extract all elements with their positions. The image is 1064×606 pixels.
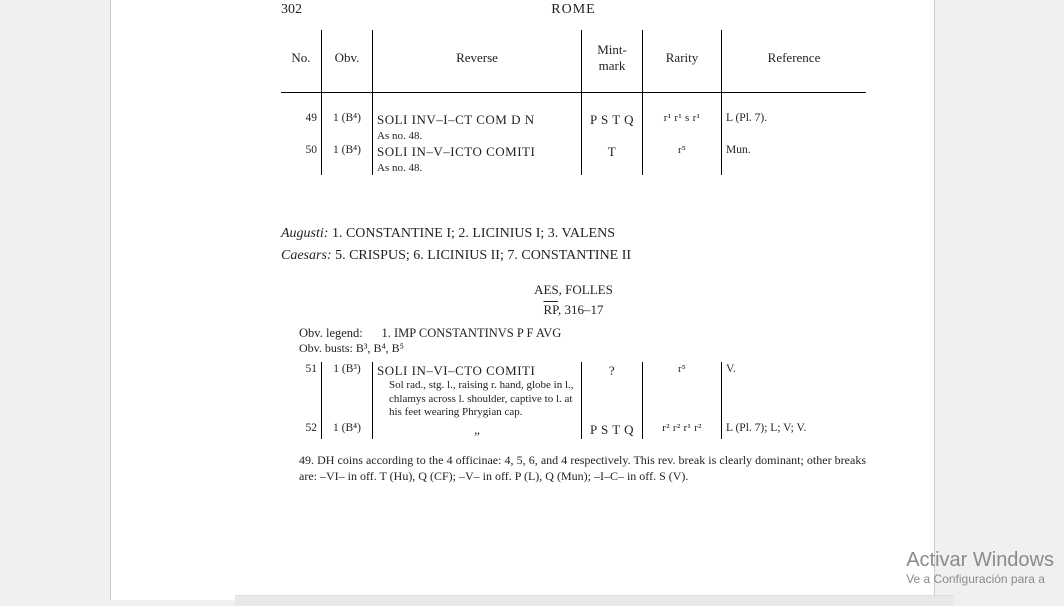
coin-table-1: No. Obv. Reverse Mint- mark Rarity Refer… xyxy=(281,30,866,175)
cell-mintmark: P S T Q xyxy=(582,421,643,439)
page-title: ROME xyxy=(551,2,595,18)
cell-reference: V. xyxy=(722,362,867,421)
cell-rarity: r¹ r¹ s r¹ xyxy=(643,111,722,129)
cell-no: 49 xyxy=(281,111,322,129)
augusti-line: Augusti: 1. CONSTANTINE I; 2. LICINIUS I… xyxy=(281,223,866,245)
viewport: 302 ROME No. Obv. Reverse Mint- mark Rar… xyxy=(0,0,1064,606)
cell-obv: 1 (B³) xyxy=(322,362,373,421)
obv-legend-text: 1. IMP CONSTANTINVS P F AVG xyxy=(382,326,562,340)
watermark-subtitle: Ve a Configuración para a xyxy=(906,572,1054,586)
cell-reference: L (Pl. 7). xyxy=(722,111,867,129)
col-mintmark: Mint- mark xyxy=(582,30,643,93)
horizontal-scrollbar[interactable] xyxy=(235,595,954,606)
table-row: 49 1 (B⁴) SOLI INV–I–CT COM D N P S T Q … xyxy=(281,111,866,129)
cell-obv: 1 (B⁴) xyxy=(322,143,373,161)
watermark-title: Activar Windows xyxy=(906,549,1054,572)
page-header: 302 ROME xyxy=(281,2,866,20)
col-rarity: Rarity xyxy=(643,30,722,93)
table-row: 52 1 (B⁴) „ P S T Q r² r² r¹ r² L (Pl. 7… xyxy=(281,421,866,439)
coin-table-2: 51 1 (B³) SOLI IN–VI–CTO COMITI Sol rad.… xyxy=(281,362,866,439)
reverse-legend: SOLI IN–V–ICTO COMITI xyxy=(377,144,535,159)
cell-asno: As no. 48. xyxy=(373,161,582,175)
cell-reverse: SOLI IN–V–ICTO COMITI xyxy=(373,143,582,161)
cell-no: 50 xyxy=(281,143,322,161)
document-page: 302 ROME No. Obv. Reverse Mint- mark Rar… xyxy=(110,0,935,600)
cell-rarity: r² r² r¹ r² xyxy=(643,421,722,439)
page-number: 302 xyxy=(281,2,302,18)
col-no: No. xyxy=(281,30,322,93)
cell-asno: As no. 48. xyxy=(373,129,582,143)
cell-no: 52 xyxy=(281,421,322,439)
caesars-label: Caesars: xyxy=(281,248,332,263)
reverse-description: Sol rad., stg. l., raising r. hand, glob… xyxy=(377,379,577,420)
aes-heading: AES, FOLLES xyxy=(281,282,866,298)
obv-legend-label: Obv. legend: xyxy=(299,326,363,340)
cell-mintmark: T xyxy=(582,143,643,161)
table-row-sub: As no. 48. xyxy=(281,129,866,143)
table-row-sub: As no. 48. xyxy=(281,161,866,175)
cell-reverse: SOLI IN–VI–CTO COMITI Sol rad., stg. l.,… xyxy=(373,362,582,421)
table-row: 50 1 (B⁴) SOLI IN–V–ICTO COMITI T r⁵ Mun… xyxy=(281,143,866,161)
cell-reverse: SOLI INV–I–CT COM D N xyxy=(373,111,582,129)
augusti-label: Augusti: xyxy=(281,226,328,241)
spacer-row xyxy=(281,93,866,112)
rp-date: , 316–17 xyxy=(558,302,604,317)
augusti-list: 1. CONSTANTINE I; 2. LICINIUS I; 3. VALE… xyxy=(332,226,615,241)
obv-busts-line: Obv. busts: B³, B⁴, B⁵ xyxy=(299,341,866,356)
cell-obv: 1 (B⁴) xyxy=(322,421,373,439)
rp-overline: RP xyxy=(544,302,558,317)
table-header-row: No. Obv. Reverse Mint- mark Rarity Refer… xyxy=(281,30,866,93)
caesars-list: 5. CRISPUS; 6. LICINIUS II; 7. CONSTANTI… xyxy=(335,248,631,263)
caesars-line: Caesars: 5. CRISPUS; 6. LICINIUS II; 7. … xyxy=(281,245,866,267)
mint-heading: RP, 316–17 xyxy=(281,302,866,318)
cell-no: 51 xyxy=(281,362,322,421)
cell-rarity: r⁵ xyxy=(643,362,722,421)
col-reference: Reference xyxy=(722,30,867,93)
obv-legend-line: Obv. legend: 1. IMP CONSTANTINVS P F AVG xyxy=(299,326,866,341)
cell-reference: Mun. xyxy=(722,143,867,161)
cell-obv: 1 (B⁴) xyxy=(322,111,373,129)
reverse-legend: SOLI INV–I–CT COM D N xyxy=(377,112,535,127)
cell-rarity: r⁵ xyxy=(643,143,722,161)
page-content: 302 ROME No. Obv. Reverse Mint- mark Rar… xyxy=(281,0,866,484)
col-obv: Obv. xyxy=(322,30,373,93)
table-row: 51 1 (B³) SOLI IN–VI–CTO COMITI Sol rad.… xyxy=(281,362,866,421)
cell-mintmark: ? xyxy=(582,362,643,421)
cell-reverse: „ xyxy=(373,421,582,439)
rulers-section: Augusti: 1. CONSTANTINE I; 2. LICINIUS I… xyxy=(281,223,866,268)
col-reverse: Reverse xyxy=(373,30,582,93)
windows-activation-watermark: Activar Windows Ve a Configuración para … xyxy=(906,549,1054,586)
cell-mintmark: P S T Q xyxy=(582,111,643,129)
cell-reference: L (Pl. 7); L; V; V. xyxy=(722,421,867,439)
reverse-legend: SOLI IN–VI–CTO COMITI xyxy=(377,363,535,378)
footnote-49: 49. DH coins according to the 4 officina… xyxy=(299,453,866,484)
